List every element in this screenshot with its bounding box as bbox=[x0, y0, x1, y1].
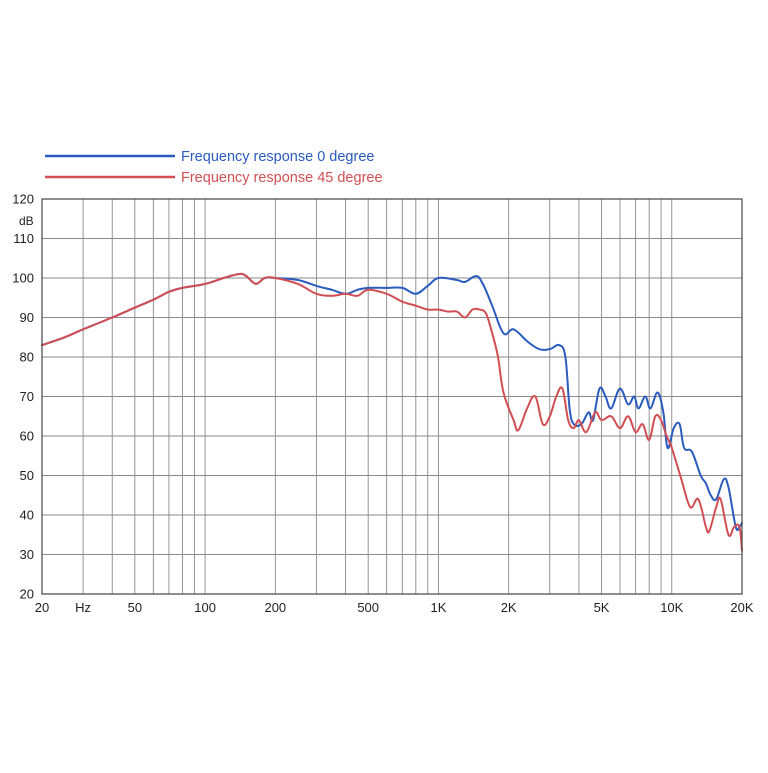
legend-label-45-degree: Frequency response 45 degree bbox=[181, 170, 383, 186]
x-unit-label: Hz bbox=[75, 600, 91, 615]
series-line-0-degree bbox=[41, 272, 743, 532]
y-tick-label: 90 bbox=[20, 310, 34, 325]
y-tick-label: 100 bbox=[12, 271, 34, 286]
y-tick-label: 30 bbox=[20, 547, 34, 562]
plot-border bbox=[41, 198, 743, 595]
y-tick-label: 60 bbox=[20, 429, 34, 444]
x-tick-label: 20K bbox=[730, 600, 753, 615]
x-tick-label: 500 bbox=[357, 600, 379, 615]
y-tick-labels: 20 30 40 50 60 70 80 90 100 110 120 bbox=[12, 192, 34, 602]
y-tick-label: 40 bbox=[20, 508, 34, 523]
y-tick-label: 120 bbox=[12, 192, 34, 207]
x-tick-label: 20 bbox=[35, 600, 49, 615]
series-lines bbox=[41, 272, 743, 552]
legend-label-0-degree: Frequency response 0 degree bbox=[181, 149, 374, 165]
y-tick-label: 110 bbox=[13, 231, 34, 246]
y-tick-label: 20 bbox=[20, 587, 34, 602]
plot-frame bbox=[41, 198, 743, 595]
x-tick-label: 200 bbox=[264, 600, 286, 615]
grid bbox=[42, 199, 742, 594]
x-tick-label: 50 bbox=[128, 600, 142, 615]
x-tick-label: 2K bbox=[501, 600, 517, 615]
series-line-45-degree bbox=[41, 272, 743, 552]
y-tick-label: 80 bbox=[20, 350, 34, 365]
x-tick-label: 100 bbox=[194, 600, 216, 615]
y-tick-label: 50 bbox=[20, 468, 34, 483]
x-tick-label: 5K bbox=[594, 600, 610, 615]
x-tick-labels: 20 50 100 200 500 1K 2K 5K 10K 20K Hz bbox=[35, 600, 754, 615]
x-tick-label: 1K bbox=[430, 600, 446, 615]
x-tick-label: 10K bbox=[660, 600, 683, 615]
y-axis-unit-label: dB bbox=[19, 214, 34, 228]
y-tick-label: 70 bbox=[20, 389, 34, 404]
legend: Frequency response 0 degree Frequency res… bbox=[45, 149, 383, 186]
